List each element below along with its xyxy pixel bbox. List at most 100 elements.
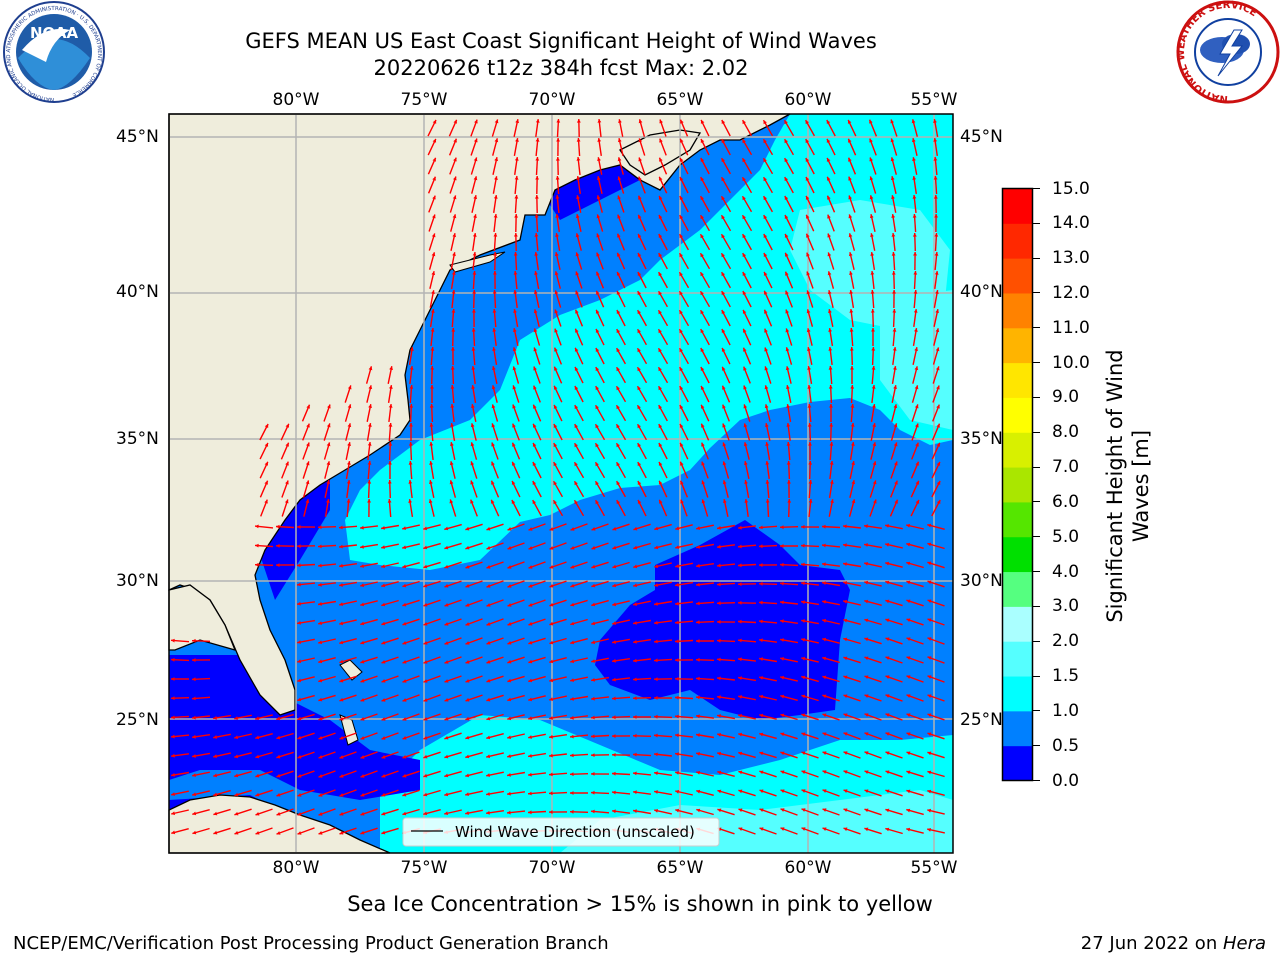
wave-direction-arrowhead (849, 271, 853, 275)
wave-direction-arrowhead (869, 214, 874, 219)
wave-direction-arrowhead (486, 565, 491, 569)
wave-direction-arrowhead (595, 328, 600, 333)
wave-direction-arrowhead (679, 253, 683, 258)
wave-direction-arrowhead (486, 584, 491, 588)
wave-direction-arrowhead (786, 385, 790, 389)
wave-direction-arrowhead (738, 827, 743, 831)
wave-direction-arrowhead (808, 442, 812, 446)
wave-direction-arrowhead (512, 423, 516, 428)
wave-direction-arrowhead (936, 385, 940, 390)
wave-direction-arrowhead (679, 157, 684, 162)
wave-direction-arrowhead (675, 545, 679, 549)
wave-direction-arrowhead (507, 810, 511, 815)
wave-direction-arrowhead (570, 678, 574, 682)
wave-direction-arrowhead (465, 565, 470, 569)
wave-direction-arrowhead (675, 733, 679, 738)
wave-direction-arrowhead (471, 328, 476, 332)
wave-direction-arrowhead (171, 657, 175, 662)
wave-direction-arrowhead (765, 480, 770, 484)
wave-direction-arrowhead (827, 176, 831, 181)
wave-direction-arrowhead (234, 811, 239, 816)
wave-direction-arrowhead (535, 119, 540, 123)
wave-direction-arrowhead (721, 215, 725, 220)
wave-direction-arrowhead (381, 564, 386, 569)
wave-direction-arrowhead (785, 271, 789, 276)
wave-direction-arrowhead (764, 385, 769, 390)
wave-direction-arrowhead (827, 214, 831, 219)
wave-direction-arrowhead (696, 526, 700, 530)
wave-direction-arrowhead (680, 499, 684, 504)
wave-direction-arrowhead (759, 694, 764, 699)
wave-direction-arrowhead (696, 770, 701, 775)
wave-direction-arrowhead (452, 252, 456, 256)
wave-direction-arrowhead (388, 423, 393, 427)
wave-direction-arrowhead (885, 713, 890, 717)
wave-direction-arrowhead (532, 462, 537, 466)
wave-direction-arrowhead (722, 480, 727, 485)
wave-direction-arrowhead (507, 527, 512, 531)
wave-direction-arrowhead (360, 755, 365, 759)
wave-direction-arrowhead (843, 713, 848, 717)
wave-direction-arrowhead (785, 252, 789, 257)
wave-direction-arrowhead (827, 271, 832, 276)
wave-direction-arrowhead (633, 602, 637, 606)
wave-direction-arrowhead (515, 138, 519, 142)
wave-direction-arrowhead (171, 753, 175, 758)
wave-direction-arrowhead (360, 564, 364, 568)
wave-direction-arrowhead (784, 158, 788, 163)
chart-subtitle: 20220626 t12z 384h fcst Max: 2.02 (373, 56, 749, 80)
wave-direction-arrowhead (612, 545, 617, 550)
wave-direction-arrowhead (696, 789, 701, 794)
wave-direction-arrowhead (893, 442, 898, 447)
wave-direction-arrowhead (533, 366, 537, 371)
wave-direction-arrowhead (449, 480, 454, 485)
wave-direction-arrowhead (827, 290, 832, 295)
wave-direction-arrowhead (297, 601, 301, 606)
wave-direction-arrowhead (423, 736, 428, 740)
wave-direction-arrowhead (927, 561, 932, 566)
wave-direction-arrowhead (470, 423, 475, 428)
wave-direction-arrowhead (780, 694, 785, 699)
wave-direction-arrowhead (491, 480, 495, 485)
colorbar-tick-mark (1033, 292, 1040, 294)
wave-direction-arrowhead (780, 525, 784, 530)
lat-label-left-45n: 45°N (116, 127, 159, 147)
colorbar-tick-label: 5.0 (1052, 526, 1080, 547)
wave-direction-arrowhead (721, 272, 725, 277)
wave-direction-arrowhead (906, 751, 911, 756)
wave-direction-arrowhead (285, 480, 289, 485)
wave-direction-arrowhead (276, 773, 281, 778)
wave-direction-arrowhead (192, 811, 197, 816)
wave-direction-arrowhead (284, 499, 289, 504)
wave-direction-arrowhead (285, 461, 289, 466)
colorbar-tick-mark (1033, 640, 1040, 642)
colorbar-tick-label: 7.0 (1052, 457, 1080, 478)
wave-direction-arrowhead (465, 584, 470, 588)
wave-direction-arrowhead (511, 500, 516, 504)
wave-direction-arrowhead (449, 499, 454, 504)
wave-direction-arrowhead (591, 583, 596, 588)
wave-direction-arrowhead (423, 526, 428, 531)
wave-direction-arrowhead (638, 157, 642, 162)
wave-direction-arrowhead (276, 754, 281, 759)
wave-direction-arrowhead (822, 562, 826, 567)
wave-direction-arrowhead (872, 461, 877, 466)
wave-direction-arrowhead (570, 772, 574, 777)
wave-direction-arrowhead (318, 525, 322, 530)
wave-direction-arrowhead (801, 656, 806, 661)
wave-direction-arrowhead (616, 405, 620, 410)
wave-direction-arrowhead (285, 423, 289, 428)
wave-direction-arrowhead (717, 620, 721, 624)
wave-direction-arrowhead (507, 659, 512, 664)
date-line: 27 Jun 2022 on Hera (1081, 933, 1266, 954)
wave-direction-arrowhead (255, 543, 259, 548)
wave-direction-arrowhead (759, 770, 764, 775)
wave-direction-arrowhead (890, 157, 895, 162)
wave-direction-arrowhead (885, 524, 889, 528)
wave-direction-arrowhead (360, 793, 365, 797)
wave-direction-arrowhead (339, 525, 343, 530)
wave-direction-arrowhead (675, 582, 679, 587)
wave-direction-arrowhead (402, 811, 407, 816)
wave-direction-arrowhead (885, 808, 890, 813)
wave-direction-arrowhead (936, 461, 941, 466)
